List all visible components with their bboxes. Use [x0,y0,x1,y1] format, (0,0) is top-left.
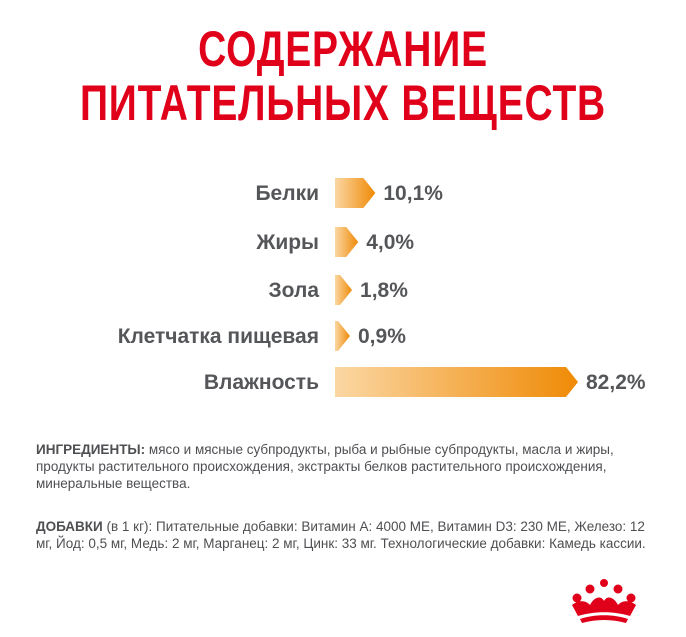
value-label: 4,0% [366,231,414,254]
royal-crown-icon [572,579,636,623]
value-label: 0,9% [358,325,406,348]
category-label: Клетчатка пищевая [118,325,319,348]
additives-label: ДОБАВКИ [36,519,103,534]
category-label: Влажность [204,371,319,394]
title-line-1: СОДЕРЖАНИЕ [198,21,488,77]
category-label: Зола [269,279,320,302]
bar [335,178,376,208]
nutrient-bar-chart: Белки 10,1% Жиры 4,0% Зола 1,8% Клетчатка пище… [118,178,646,397]
additives-text: (в 1 кг): Питательные добавки: Витамин А… [36,519,646,551]
ingredients-block: ИНГРЕДИЕНТЫ: мясо и мясные субпродукты, … [36,441,656,492]
category-label: Белки [255,182,319,205]
bar [335,275,353,305]
bar [335,367,578,397]
ingredients-label: ИНГРЕДИЕНТЫ: [36,442,146,457]
value-label: 10,1% [383,182,443,205]
additives-block: ДОБАВКИ (в 1 кг): Питательные добавки: В… [36,518,656,552]
value-label: 1,8% [360,279,408,302]
page-title: СОДЕРЖАНИЕ ПИТАТЕЛЬНЫХ ВЕЩЕСТВ [75,22,610,130]
title-line-2: ПИТАТЕЛЬНЫХ ВЕЩЕСТВ [79,75,607,131]
ingredients-text: мясо и мясные субпродукты, рыба и рыбные… [36,442,614,491]
bar [335,321,350,351]
category-label: Жиры [255,231,319,254]
bar [335,227,359,257]
value-label: 82,2% [586,371,646,394]
